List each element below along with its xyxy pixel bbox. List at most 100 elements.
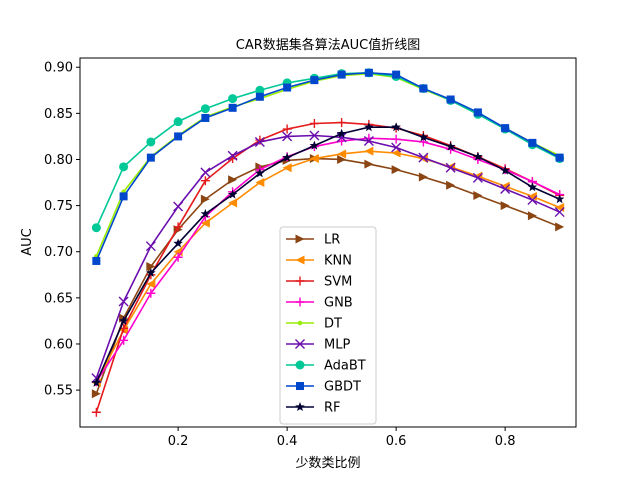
series-line-mlp (95, 134, 560, 379)
data-point-gbdt (337, 70, 346, 79)
data-point-lr (418, 172, 428, 182)
data-point-rf (227, 189, 238, 199)
data-point-rf (445, 141, 456, 151)
legend-marker-adabt (295, 360, 305, 370)
series-line-gbdt (95, 71, 561, 262)
legend-marker-gbdt (296, 382, 304, 390)
series-layer (91, 68, 565, 417)
data-point-lr (527, 211, 537, 221)
y-tick-label: 0.65 (44, 291, 73, 306)
legend-marker-dt (297, 320, 303, 326)
data-point-knn (391, 148, 401, 158)
data-point-knn (200, 218, 210, 228)
series-mlp (91, 130, 565, 384)
legend-marker-knn (295, 255, 305, 265)
data-point-adabt (91, 223, 101, 233)
data-point-mlp (145, 241, 156, 252)
y-tick-label: 0.70 (44, 245, 73, 260)
data-point-gnb (173, 252, 183, 262)
data-point-lr (364, 159, 374, 169)
y-tick-label: 0.60 (44, 337, 73, 352)
data-point-rf (554, 194, 565, 204)
legend-label-lr: LR (324, 233, 340, 248)
data-point-lr (446, 180, 456, 190)
legend: LR KNN SVM GNB DT MLP AdaBT GBDT RF (279, 226, 377, 425)
data-point-mlp (254, 136, 265, 147)
data-point-knn (309, 154, 319, 164)
data-point-mlp (173, 201, 184, 212)
data-point-mlp (445, 162, 456, 173)
x-tick-label: 0.8 (495, 434, 516, 449)
y-tick-label: 0.55 (44, 384, 73, 399)
data-point-mlp (418, 152, 429, 163)
legend-item-adabt: AdaBT (286, 359, 366, 374)
data-point-knn (255, 178, 265, 188)
legend-label-mlp: MLP (324, 338, 350, 353)
data-point-lr (228, 175, 238, 185)
legend-marker-rf (295, 402, 305, 412)
data-point-rf (391, 122, 401, 132)
series-rf (91, 122, 565, 387)
data-point-gbdt (174, 132, 183, 141)
legend-item-gbdt: GBDT (286, 380, 361, 395)
data-point-gbdt (255, 92, 264, 101)
data-point-rf (500, 165, 510, 175)
data-point-rf (146, 267, 156, 277)
data-point-rf (418, 132, 429, 142)
data-point-rf (473, 151, 483, 161)
data-point-knn (337, 149, 347, 159)
data-point-gbdt (528, 138, 537, 147)
data-point-mlp (363, 136, 374, 147)
data-point-mlp (227, 150, 238, 161)
x-axis-title: 少数类比例 (295, 456, 360, 471)
legend-item-gnb: GNB (286, 296, 353, 311)
legend-marker-svm (295, 276, 305, 286)
data-point-gbdt (310, 76, 319, 85)
data-point-mlp (118, 296, 129, 307)
data-point-knn (364, 146, 374, 156)
data-point-gbdt (283, 83, 292, 92)
data-point-adabt (200, 104, 210, 114)
y-tick-label: 0.85 (44, 107, 73, 122)
data-point-gbdt (419, 84, 428, 93)
series-line-gnb (95, 137, 560, 383)
data-point-adabt (228, 94, 238, 104)
data-point-rf (255, 168, 265, 178)
data-point-rf (282, 152, 292, 162)
data-point-gnb (391, 134, 401, 144)
data-point-rf (364, 122, 374, 132)
y-tick-label: 0.75 (44, 199, 73, 214)
data-point-svm (255, 135, 265, 145)
y-axis: 0.55 0.60 0.65 0.70 0.75 0.80 0.85 0.90 (44, 61, 80, 399)
legend-item-mlp: MLP (286, 338, 350, 353)
data-point-adabt (119, 162, 129, 172)
data-point-rf (118, 315, 129, 325)
data-point-lr (91, 389, 101, 399)
data-point-adabt (146, 137, 156, 147)
data-point-gbdt (392, 70, 401, 79)
data-point-mlp (200, 167, 211, 178)
data-point-rf (527, 182, 538, 192)
data-point-knn (146, 279, 156, 289)
chart-title: CAR数据集各算法AUC值折线图 (236, 37, 421, 53)
x-axis: 0.2 0.4 0.6 0.8 (168, 427, 516, 449)
data-point-gbdt (146, 153, 155, 162)
legend-label-svm: SVM (324, 275, 352, 290)
data-point-gbdt (119, 192, 128, 201)
data-point-gbdt (228, 103, 237, 112)
data-point-knn (228, 198, 238, 208)
data-point-lr (146, 261, 156, 271)
legend-label-gbdt: GBDT (324, 380, 361, 395)
data-point-adabt (173, 117, 183, 127)
series-line-rf (95, 126, 560, 384)
y-tick-label: 0.80 (44, 153, 73, 168)
data-point-gbdt (473, 108, 482, 117)
legend-label-knn: KNN (324, 254, 352, 269)
legend-label-dt: DT (324, 317, 342, 332)
data-point-svm (309, 118, 319, 128)
data-point-mlp (527, 195, 538, 206)
legend-item-svm: SVM (286, 275, 352, 290)
legend-marker-gnb (295, 297, 305, 307)
x-tick-label: 0.6 (386, 434, 407, 449)
